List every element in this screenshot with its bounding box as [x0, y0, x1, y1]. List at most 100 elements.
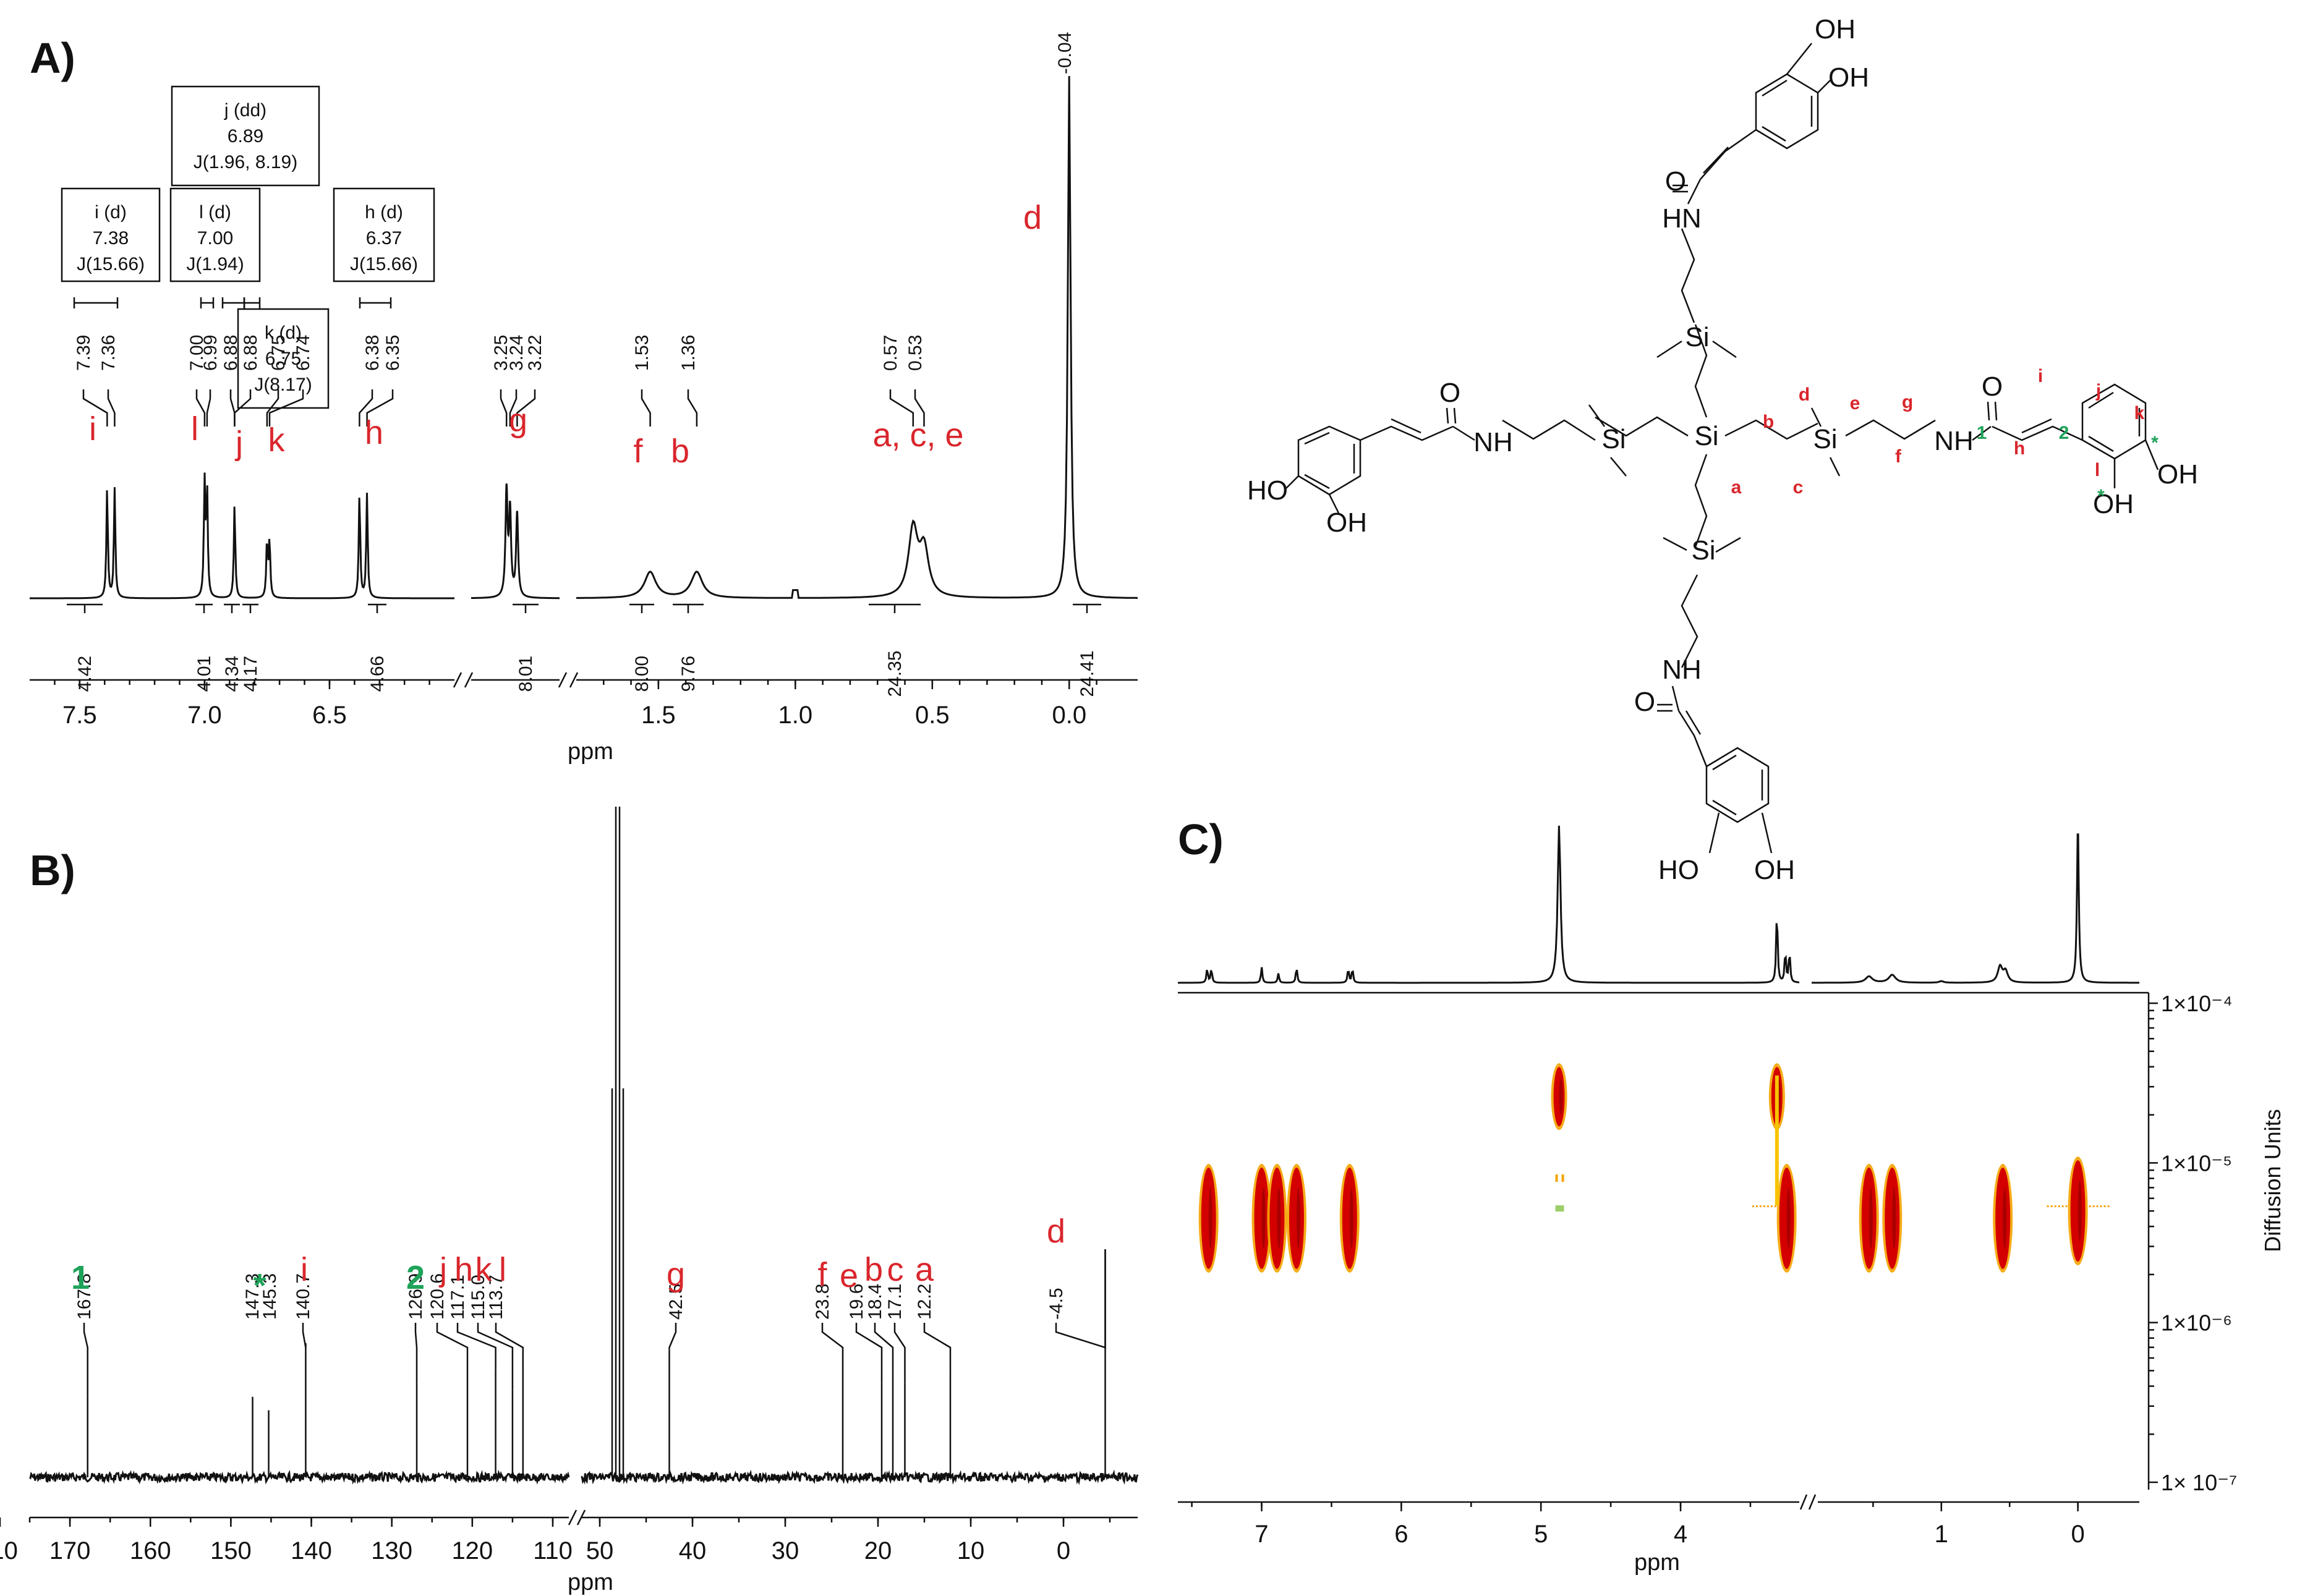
molecule-label-b: b — [1763, 412, 1774, 432]
peak-leader — [414, 1323, 418, 1384]
peak-label: 3.22 — [525, 335, 545, 371]
multiplet-box — [61, 187, 161, 282]
y-tick-label: 1× 10⁻⁷ — [2161, 1470, 2237, 1495]
axis-break — [558, 672, 568, 688]
tick-label: 0 — [1057, 1537, 1070, 1564]
bond — [2088, 435, 2114, 452]
peak-leader — [477, 1323, 514, 1390]
bond — [1708, 812, 1720, 854]
spectrum-segment — [30, 472, 454, 600]
y-tick-label: 1×10⁻⁵ — [2161, 1150, 2232, 1176]
13c-x-axis-title: ppm — [568, 1569, 613, 1595]
atom-label-oh-right1: OH — [2157, 459, 2198, 490]
bond — [1762, 125, 1786, 142]
bond — [1694, 324, 1708, 418]
dosy-x-axis-title: ppm — [1634, 1550, 1680, 1576]
peak-label: 7.39 — [74, 335, 94, 371]
bond — [1610, 457, 1627, 477]
tick-label: 170 — [49, 1537, 91, 1564]
bond — [1994, 401, 1998, 421]
dosy-weak-signal — [2050, 1205, 2053, 1207]
atom-label-o-left: O — [1439, 378, 1460, 408]
x-tick-label: 7 — [1255, 1521, 1268, 1548]
x-tick-label: 4 — [1674, 1521, 1687, 1548]
panel-label-a: A) — [30, 34, 75, 82]
dosy-signal-core — [1208, 1187, 1212, 1249]
peak-label: 1.36 — [678, 335, 699, 371]
bond — [1700, 129, 1757, 180]
molecule-label-h: h — [2014, 438, 2025, 459]
multiplet-box — [333, 187, 435, 282]
bond — [1446, 407, 1449, 424]
peak-leader — [855, 1323, 883, 1384]
ring-left — [1297, 425, 1362, 496]
bond — [1987, 401, 1990, 421]
dosy-weak-signal — [1755, 1205, 1758, 1207]
axis-break — [464, 672, 474, 688]
dosy-map — [1198, 1063, 2110, 1273]
peak-leader — [668, 1323, 677, 1350]
assignment-label-2: 2 — [406, 1259, 425, 1296]
bond — [1285, 475, 1299, 489]
peak-leader — [268, 389, 304, 427]
assignment-label-a: a — [915, 1251, 934, 1288]
13c-x-axis: 170 160 150 140 130 120 110 50 40 30 20 10 0 -10 — [0, 1509, 1138, 1564]
atom-label-nh-bottom: NH — [1662, 655, 1702, 685]
multiplet-text: 6.37 — [366, 228, 402, 248]
peak-label: 145.3 — [260, 1273, 280, 1320]
assignment-label-d: d — [1023, 199, 1042, 236]
molecule-label-a: a — [1731, 477, 1742, 498]
dosy-weak-signal — [2096, 1205, 2099, 1207]
tick-label: 0.0 — [1052, 702, 1086, 729]
spectrum-segment — [576, 75, 1138, 599]
dosy-weak-signal — [2047, 1205, 2049, 1207]
integral-value: 9.76 — [678, 656, 699, 692]
bond — [1671, 686, 1680, 711]
axis-break — [569, 672, 579, 688]
peak-leader — [1055, 1249, 1106, 1349]
assignment-label-l: l — [499, 1251, 506, 1288]
multiplet-box — [237, 308, 330, 409]
peak-label: 6.88 — [241, 335, 261, 371]
bond — [1360, 425, 1454, 441]
atom-label-oh-top2: OH — [1828, 62, 1869, 93]
x-axis-break — [1799, 1494, 1817, 1510]
bond — [1829, 457, 1841, 477]
dosy-signal-core — [2078, 1180, 2082, 1242]
bond — [1656, 340, 1682, 359]
1h-integrals: 4.42 4.01 4.344.17 4.66 8.01 8.00 9.76 24.35 24.… — [67, 603, 1101, 697]
tick-label: 7.5 — [62, 702, 97, 729]
peak-leader — [516, 389, 536, 427]
atom-label-si-core: Si — [1694, 421, 1718, 451]
dosy-weak-signal — [2061, 1205, 2064, 1207]
peak-leader — [821, 1323, 844, 1364]
panel-label-c: C) — [1178, 815, 1224, 864]
bond — [1786, 43, 1812, 75]
multiplet-text: j (dd) — [224, 100, 266, 121]
atom-label-o-bottom: O — [1634, 687, 1655, 717]
peak-label: 6.38 — [362, 335, 383, 371]
tick-label: 1.5 — [641, 702, 676, 729]
assignment-label-f: f — [817, 1256, 827, 1293]
multiplet-text: h (d) — [365, 202, 403, 223]
peak-label: 7.00 — [187, 335, 207, 371]
multiplet-text: J(1.94) — [186, 254, 244, 274]
peak-label: 6.74 — [293, 335, 313, 371]
peak-label: 117.1 — [448, 1275, 468, 1320]
peak-label: -4.5 — [1046, 1288, 1067, 1320]
y-tick-label: 1×10⁻⁴ — [2161, 991, 2233, 1016]
bond — [1588, 404, 1606, 427]
dosy-signal-core — [1786, 1187, 1791, 1249]
assignment-label-i: i — [89, 410, 96, 448]
dosy-weak-signal — [2100, 1205, 2102, 1207]
peak-leader — [206, 389, 211, 427]
peak-leader — [366, 389, 394, 427]
peak-label: 17.1 — [885, 1284, 905, 1320]
integral-value: 4.66 — [367, 656, 388, 692]
bond — [1712, 799, 1737, 816]
1h-multiplet-boxes: i (d) 7.38 J(15.66) l (d) 7.00 J(1.94) j (dd) 6… — [61, 85, 435, 409]
atom-label-si-left: Si — [1601, 424, 1626, 454]
peak-label: 167.8 — [74, 1273, 95, 1320]
peak-label: 3.25 — [491, 335, 511, 371]
bond — [1687, 179, 1702, 205]
